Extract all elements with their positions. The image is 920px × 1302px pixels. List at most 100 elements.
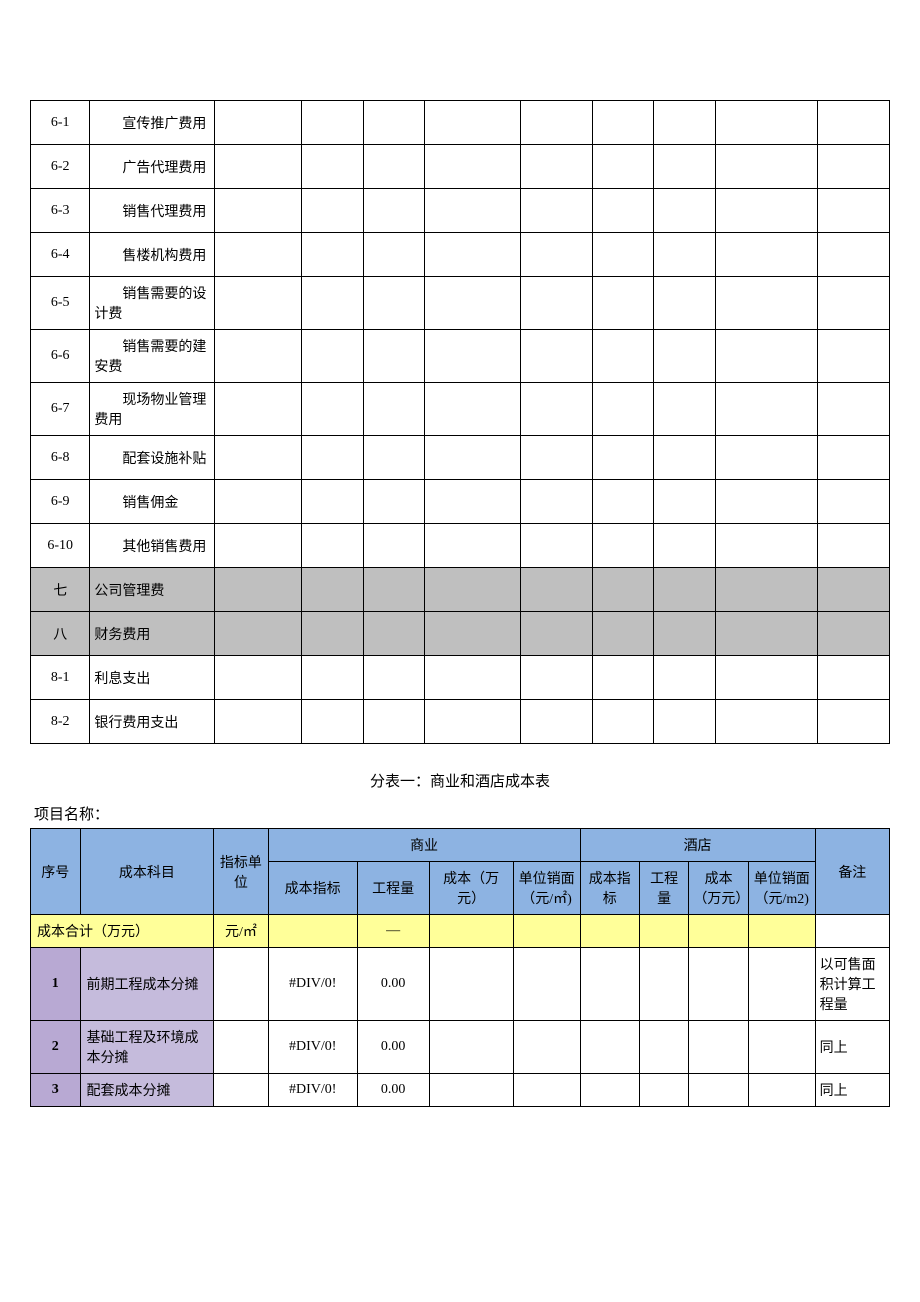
table-row: 八财务费用 <box>31 612 890 656</box>
cell <box>593 524 654 568</box>
cell <box>818 101 890 145</box>
row-b1 <box>580 948 639 1021</box>
cell <box>302 277 363 330</box>
row-name: 宣传推广费用 <box>90 101 215 145</box>
table-row: 6-2广告代理费用 <box>31 145 890 189</box>
cell <box>818 233 890 277</box>
cell <box>215 383 302 436</box>
header-b3: 成本（万元） <box>689 862 748 915</box>
table-row: 8-1利息支出 <box>31 656 890 700</box>
cell <box>654 330 715 383</box>
header-a3: 成本（万元） <box>429 862 513 915</box>
cell <box>425 277 521 330</box>
cell <box>302 612 363 656</box>
row-name: 财务费用 <box>90 612 215 656</box>
table-row: 6-5销售需要的设计费 <box>31 277 890 330</box>
cell <box>593 145 654 189</box>
cell <box>363 189 424 233</box>
cell <box>302 656 363 700</box>
cell <box>363 101 424 145</box>
cell <box>215 189 302 233</box>
cell <box>363 233 424 277</box>
table-row: 6-7现场物业管理费用 <box>31 383 890 436</box>
cell <box>654 233 715 277</box>
row-name: 基础工程及环境成本分摊 <box>80 1021 214 1074</box>
row-unit <box>214 1074 268 1107</box>
cell <box>425 480 521 524</box>
row-name: 广告代理费用 <box>90 145 215 189</box>
cell <box>654 277 715 330</box>
cell <box>715 436 817 480</box>
total-b3 <box>689 915 748 948</box>
cell <box>818 568 890 612</box>
row-index: 八 <box>31 612 90 656</box>
row-a4 <box>513 1074 580 1107</box>
cell <box>715 233 817 277</box>
cell <box>593 233 654 277</box>
cell <box>302 330 363 383</box>
row-name: 公司管理费 <box>90 568 215 612</box>
row-a4 <box>513 948 580 1021</box>
row-b3 <box>689 948 748 1021</box>
cell <box>521 480 593 524</box>
table-row: 6-10其他销售费用 <box>31 524 890 568</box>
cell <box>818 700 890 744</box>
cell <box>363 656 424 700</box>
cell <box>425 330 521 383</box>
total-a3 <box>429 915 513 948</box>
cell <box>425 145 521 189</box>
cell <box>363 612 424 656</box>
cell <box>215 145 302 189</box>
cell <box>425 656 521 700</box>
cell <box>593 383 654 436</box>
cell <box>818 480 890 524</box>
cell <box>715 145 817 189</box>
cell <box>215 436 302 480</box>
total-a2: — <box>357 915 429 948</box>
project-name-label: 项目名称： <box>34 803 890 824</box>
row-index: 6-4 <box>31 233 90 277</box>
cell <box>425 189 521 233</box>
header-b4: 单位销面（元/m2) <box>748 862 815 915</box>
row-index: 6-6 <box>31 330 90 383</box>
total-label: 成本合计（万元） <box>31 915 214 948</box>
cell <box>521 612 593 656</box>
cell <box>363 383 424 436</box>
cell <box>215 101 302 145</box>
cell <box>363 277 424 330</box>
cell <box>593 277 654 330</box>
cell <box>654 568 715 612</box>
row-index: 6-1 <box>31 101 90 145</box>
cell <box>302 568 363 612</box>
cell <box>215 233 302 277</box>
cell <box>521 330 593 383</box>
row-b4 <box>748 948 815 1021</box>
cell <box>215 480 302 524</box>
header-item: 成本科目 <box>80 829 214 915</box>
cell <box>215 524 302 568</box>
row-b1 <box>580 1021 639 1074</box>
cell <box>654 145 715 189</box>
row-a1: #DIV/0! <box>268 948 357 1021</box>
row-a2: 0.00 <box>357 948 429 1021</box>
row-name: 配套成本分摊 <box>80 1074 214 1107</box>
commercial-hotel-cost-table: 序号 成本科目 指标单位 商业 酒店 备注 成本指标 工程量 成本（万元） 单位… <box>30 828 890 1107</box>
row-note: 同上 <box>815 1021 889 1074</box>
table-row: 6-4售楼机构费用 <box>31 233 890 277</box>
row-b4 <box>748 1021 815 1074</box>
cell <box>425 700 521 744</box>
header-a2: 工程量 <box>357 862 429 915</box>
cell <box>302 145 363 189</box>
total-b1 <box>580 915 639 948</box>
cell <box>425 568 521 612</box>
cell <box>715 383 817 436</box>
row-index: 七 <box>31 568 90 612</box>
cell <box>593 612 654 656</box>
cell <box>215 330 302 383</box>
cost-items-table: 6-1宣传推广费用6-2广告代理费用6-3销售代理费用6-4售楼机构费用6-5销… <box>30 100 890 744</box>
row-name: 现场物业管理费用 <box>90 383 215 436</box>
cell <box>654 436 715 480</box>
header-a1: 成本指标 <box>268 862 357 915</box>
cell <box>654 700 715 744</box>
cell <box>715 656 817 700</box>
